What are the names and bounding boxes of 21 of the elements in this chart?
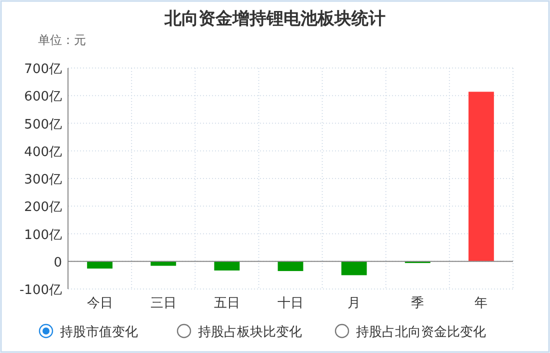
y-tick-label: 600亿 bbox=[24, 90, 62, 105]
y-tick-label: 0 bbox=[54, 255, 62, 270]
text: 持股占北向资金比变化 bbox=[356, 325, 486, 340]
x-tick-label: 五日 bbox=[214, 296, 240, 311]
x-tick-label: 十日 bbox=[278, 296, 304, 311]
y-tick-label: 400亿 bbox=[24, 144, 62, 160]
y-tick-label: 700亿 bbox=[24, 62, 62, 77]
y-tick-label: 500亿 bbox=[24, 117, 62, 132]
y-tick-label: 300亿 bbox=[24, 172, 62, 188]
x-tick-label: 今日 bbox=[86, 296, 113, 311]
chart-title: 北向资金增持锂电池板块统计 bbox=[164, 9, 386, 29]
y-axis-title: 单位：元 bbox=[38, 33, 86, 47]
x-tick-label: 年 bbox=[474, 296, 488, 311]
x-tick-label: 月 bbox=[348, 296, 361, 311]
y-tick-label: 100亿 bbox=[24, 228, 62, 243]
x-tick-label: 三日 bbox=[150, 296, 176, 311]
y-tick-label: -100亿 bbox=[19, 283, 62, 298]
x-tick-label: 季 bbox=[411, 296, 424, 311]
text: 持股市值变化 bbox=[60, 325, 138, 340]
y-tick-label: 200亿 bbox=[24, 200, 62, 216]
text: 持股占板块比变化 bbox=[198, 325, 302, 340]
